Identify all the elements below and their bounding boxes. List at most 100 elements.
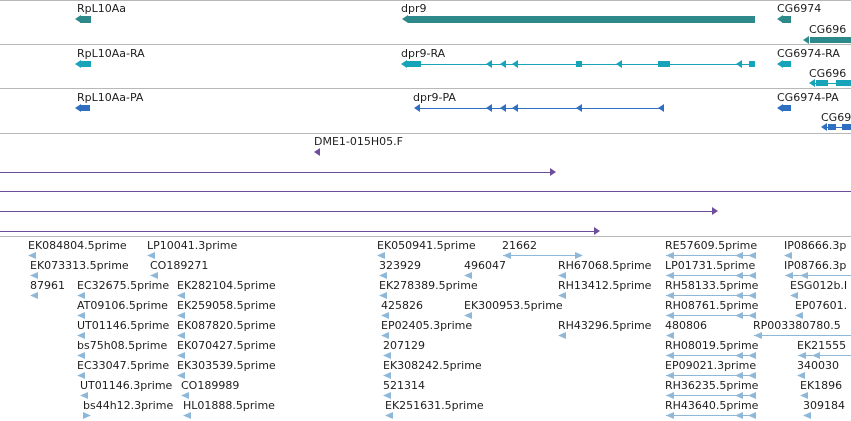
gene-label-rpl10aa[interactable]: RpL10Aa bbox=[77, 2, 127, 15]
est-feature[interactable] bbox=[379, 292, 387, 299]
gene-feature-rpl10aa[interactable] bbox=[80, 16, 91, 23]
est-feature[interactable] bbox=[177, 372, 185, 379]
est-feature[interactable] bbox=[785, 272, 793, 279]
est-feature[interactable] bbox=[147, 252, 155, 259]
est-feature[interactable] bbox=[383, 392, 391, 399]
est-feature[interactable] bbox=[503, 252, 511, 259]
est-label[interactable]: EK050941.5prime bbox=[377, 239, 476, 252]
est-label[interactable]: EK259058.5prime bbox=[177, 299, 276, 312]
est-feature[interactable] bbox=[183, 412, 191, 419]
est-feature[interactable] bbox=[150, 272, 158, 279]
est-feature[interactable] bbox=[381, 312, 389, 319]
est-label[interactable]: bs75h08.5prime bbox=[77, 339, 168, 352]
est-label[interactable]: EK1896 bbox=[800, 379, 843, 392]
est-feature[interactable] bbox=[748, 372, 756, 379]
est-feature[interactable] bbox=[735, 352, 743, 359]
est-feature[interactable] bbox=[377, 252, 385, 259]
est-label[interactable]: HL01888.5prime bbox=[183, 399, 275, 412]
est-feature[interactable] bbox=[800, 392, 808, 399]
est-feature[interactable] bbox=[83, 412, 91, 419]
est-feature[interactable] bbox=[790, 292, 798, 299]
est-feature[interactable] bbox=[666, 292, 674, 299]
protein-exon[interactable] bbox=[828, 124, 836, 130]
est-feature[interactable] bbox=[464, 312, 472, 319]
est-feature[interactable] bbox=[177, 352, 185, 359]
protein-label-rpl10aa-pa[interactable]: RpL10Aa-PA bbox=[77, 91, 144, 104]
protein-label-dpr9-pa[interactable]: dpr9-PA bbox=[413, 91, 456, 104]
est-feature[interactable] bbox=[80, 392, 88, 399]
protein-label-cg6974-pa[interactable]: CG6974-PA bbox=[777, 91, 839, 104]
est-feature[interactable] bbox=[666, 252, 674, 259]
est-label[interactable]: EK073313.5prime bbox=[30, 259, 129, 272]
est-label[interactable]: EC32675.5prime bbox=[77, 279, 170, 292]
est-label[interactable]: RH13412.5prime bbox=[558, 279, 652, 292]
rna-label-rpl10aa-ra[interactable]: RpL10Aa-RA bbox=[77, 47, 145, 60]
est-label[interactable]: UT01146.5prime bbox=[77, 319, 170, 332]
est-feature[interactable] bbox=[177, 292, 185, 299]
est-feature[interactable] bbox=[77, 312, 85, 319]
gene-feature-cg696[interactable] bbox=[810, 37, 851, 43]
est-label[interactable]: CO189271 bbox=[150, 259, 209, 272]
est-feature[interactable] bbox=[748, 412, 756, 419]
est-feature[interactable] bbox=[812, 352, 820, 359]
est-feature[interactable] bbox=[666, 352, 674, 359]
est-feature[interactable] bbox=[800, 272, 808, 279]
est-label[interactable]: EP07601. bbox=[795, 299, 848, 312]
gene-label-dpr9[interactable]: dpr9 bbox=[401, 2, 427, 15]
est-label[interactable]: 425826 bbox=[381, 299, 423, 312]
est-feature[interactable] bbox=[30, 292, 38, 299]
est-feature[interactable] bbox=[28, 252, 36, 259]
est-label[interactable]: EK303539.5prime bbox=[177, 359, 276, 372]
est-label[interactable]: RP003380780.5 bbox=[753, 319, 841, 332]
est-label[interactable]: 521314 bbox=[383, 379, 425, 392]
est-label[interactable]: 207129 bbox=[383, 339, 425, 352]
est-feature[interactable] bbox=[379, 272, 387, 279]
protein-label-cg69[interactable]: CG69 bbox=[821, 111, 851, 124]
est-label[interactable]: EK21555 bbox=[797, 339, 847, 352]
est-feature[interactable] bbox=[666, 372, 674, 379]
est-label[interactable]: RH58133.5prime bbox=[665, 279, 759, 292]
est-feature[interactable] bbox=[181, 392, 189, 399]
protein-exon[interactable] bbox=[842, 124, 851, 130]
est-feature[interactable] bbox=[795, 312, 803, 319]
rna-label-cg696[interactable]: CG696 bbox=[809, 67, 847, 80]
est-feature[interactable] bbox=[464, 272, 472, 279]
alignment-line[interactable] bbox=[0, 231, 598, 232]
est-feature[interactable] bbox=[754, 332, 762, 339]
est-feature[interactable] bbox=[797, 372, 805, 379]
est-label[interactable]: EK251631.5prime bbox=[385, 399, 484, 412]
est-feature[interactable] bbox=[77, 292, 85, 299]
est-feature[interactable] bbox=[30, 272, 38, 279]
est-label[interactable]: EK070427.5prime bbox=[177, 339, 276, 352]
rna-exon[interactable] bbox=[749, 61, 755, 67]
rna-feature-cg6974-ra[interactable] bbox=[782, 61, 791, 67]
rna-exon[interactable] bbox=[406, 61, 421, 67]
est-feature[interactable] bbox=[748, 392, 756, 399]
est-label[interactable]: AT09106.5prime bbox=[77, 299, 168, 312]
rna-feature-rpl10aa-ra[interactable] bbox=[80, 61, 91, 67]
est-label[interactable]: 21662 bbox=[502, 239, 537, 252]
est-feature[interactable] bbox=[77, 332, 85, 339]
est-label[interactable]: RE57609.5prime bbox=[665, 239, 758, 252]
clone-label-dme1-015h05f[interactable]: DME1-015H05.F bbox=[314, 135, 403, 148]
protein-feature-rpl10aa-pa[interactable] bbox=[80, 105, 90, 111]
est-label[interactable]: 340030 bbox=[797, 359, 839, 372]
est-feature[interactable] bbox=[735, 292, 743, 299]
est-label[interactable]: EC33047.5prime bbox=[77, 359, 170, 372]
est-label[interactable]: EK282104.5prime bbox=[177, 279, 276, 292]
est-label[interactable]: ESG012b.I bbox=[790, 279, 848, 292]
est-feature[interactable] bbox=[735, 392, 743, 399]
est-feature[interactable] bbox=[558, 332, 566, 339]
est-label[interactable]: EP09021.3prime bbox=[665, 359, 757, 372]
est-label[interactable]: RH08761.5prime bbox=[665, 299, 759, 312]
est-label[interactable]: EK300953.5prime bbox=[464, 299, 563, 312]
est-label[interactable]: UT01146.3prime bbox=[80, 379, 173, 392]
est-feature[interactable] bbox=[383, 372, 391, 379]
gene-label-cg6974[interactable]: CG6974 bbox=[777, 2, 822, 15]
est-label[interactable]: LP01731.5prime bbox=[665, 259, 756, 272]
est-feature[interactable] bbox=[383, 352, 391, 359]
est-label[interactable]: EK084804.5prime bbox=[28, 239, 127, 252]
est-feature[interactable] bbox=[666, 332, 674, 339]
est-label[interactable]: IP08766.3p bbox=[784, 259, 847, 272]
est-label[interactable]: EK308242.5prime bbox=[383, 359, 482, 372]
